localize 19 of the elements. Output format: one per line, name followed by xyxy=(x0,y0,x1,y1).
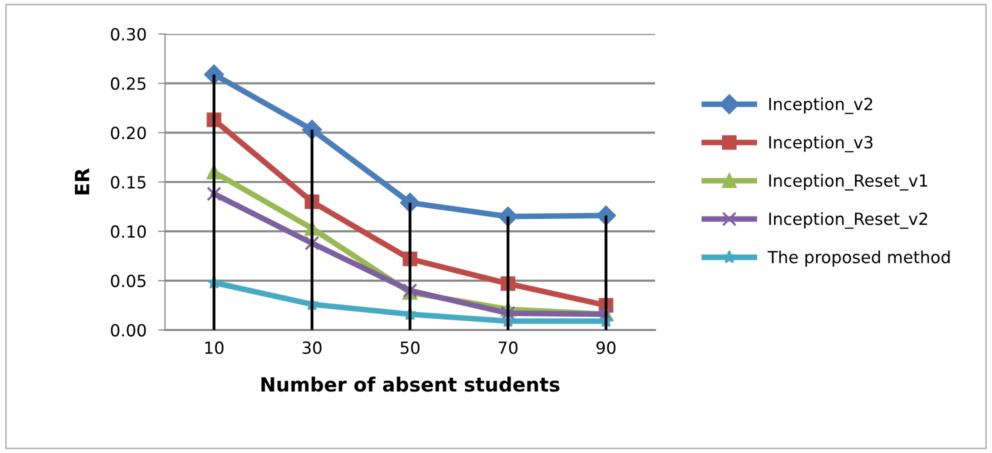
legend-label: Inception_v2 xyxy=(769,97,872,114)
x-tick-label: 50 xyxy=(400,341,420,354)
y-tick-label: 0.30 xyxy=(110,28,146,41)
legend-label: Inception_v3 xyxy=(769,136,872,152)
x-tick-label: 30 xyxy=(302,341,322,354)
x-axis-title: Number of absent students xyxy=(261,376,560,392)
y-axis-title: ER xyxy=(74,168,90,194)
y-tick-label: 0.05 xyxy=(110,274,146,288)
legend-label: Inception_Reset_v2 xyxy=(769,212,928,229)
y-tick-label: 0.20 xyxy=(110,126,146,140)
legend-label: Inception_Reset_v1 xyxy=(769,174,928,191)
y-tick-label: 0.10 xyxy=(110,225,146,238)
legend-label: The proposed method xyxy=(768,250,950,267)
y-tick-label: 0.00 xyxy=(110,324,146,337)
x-tick-label: 10 xyxy=(205,341,224,354)
y-tick-label: 0.15 xyxy=(110,176,146,189)
y-tick-label: 0.25 xyxy=(110,77,146,90)
x-tick-label: 70 xyxy=(498,341,518,354)
x-tick-label: 90 xyxy=(596,341,616,354)
